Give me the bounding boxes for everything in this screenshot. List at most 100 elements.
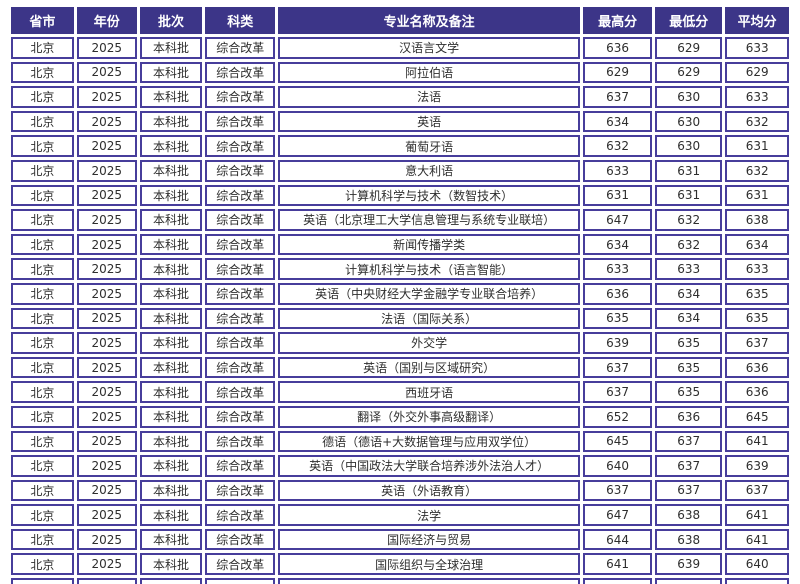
cell-major: 法学: [278, 504, 581, 526]
cell-category: 综合改革: [205, 553, 276, 576]
cell-avg-score: 645: [725, 405, 789, 428]
cell-batch: 本科批: [139, 430, 203, 453]
cell-province: 北京: [11, 86, 74, 108]
cell-min-score: 631: [655, 184, 723, 207]
cell-year: 2025: [76, 61, 137, 84]
cell-avg-score: 641: [725, 528, 789, 551]
cell-category: 综合改革: [205, 282, 276, 305]
partial-cell: [725, 578, 789, 584]
column-header-major: 专业名称及备注: [278, 7, 581, 34]
cell-year: 2025: [76, 135, 137, 157]
cell-avg-score: 629: [725, 61, 789, 84]
cell-max-score: 636: [583, 282, 653, 305]
cell-province: 北京: [11, 356, 74, 379]
cell-province: 北京: [11, 184, 74, 207]
cell-category: 综合改革: [205, 479, 276, 502]
cell-province: 北京: [11, 135, 74, 157]
cell-category: 综合改革: [205, 307, 276, 330]
table-row: 北京 2025 本科批 综合改革 法语 637 630 633: [11, 86, 789, 108]
cell-category: 综合改革: [205, 159, 276, 182]
table-row: 北京 2025 本科批 综合改革 计算机科学与技术（语言智能） 633 633 …: [11, 258, 789, 280]
cell-year: 2025: [76, 332, 137, 354]
table-row: 北京 2025 本科批 综合改革 阿拉伯语 629 629 629: [11, 61, 789, 84]
admission-score-table: 省市 年份 批次 科类 专业名称及备注 最高分 最低分 平均分 北京 2025 …: [8, 4, 792, 584]
cell-avg-score: 633: [725, 86, 789, 108]
cell-year: 2025: [76, 110, 137, 133]
cell-avg-score: 636: [725, 356, 789, 379]
cell-category: 综合改革: [205, 455, 276, 477]
column-header-batch: 批次: [139, 7, 203, 34]
cell-category: 综合改革: [205, 356, 276, 379]
cell-major: 国际组织与全球治理: [278, 553, 581, 576]
table-row: 北京 2025 本科批 综合改革 英语（北京理工大学信息管理与系统专业联培） 6…: [11, 209, 789, 231]
cell-batch: 本科批: [139, 61, 203, 84]
cell-avg-score: 636: [725, 381, 789, 403]
cell-province: 北京: [11, 553, 74, 576]
cell-major: 汉语言文学: [278, 37, 581, 59]
cell-min-score: 633: [655, 258, 723, 280]
cell-major: 英语（中国政法大学联合培养涉外法治人才）: [278, 455, 581, 477]
cell-province: 北京: [11, 258, 74, 280]
table-row: 北京 2025 本科批 综合改革 西班牙语 637 635 636: [11, 381, 789, 403]
cell-year: 2025: [76, 430, 137, 453]
cell-min-score: 630: [655, 135, 723, 157]
cell-max-score: 636: [583, 37, 653, 59]
cell-batch: 本科批: [139, 282, 203, 305]
table-row: 北京 2025 本科批 综合改革 国际组织与全球治理 641 639 640: [11, 553, 789, 576]
cell-max-score: 635: [583, 307, 653, 330]
partial-cell: [205, 578, 276, 584]
cell-year: 2025: [76, 86, 137, 108]
cell-min-score: 635: [655, 332, 723, 354]
cell-avg-score: 635: [725, 307, 789, 330]
cell-category: 综合改革: [205, 135, 276, 157]
column-header-year: 年份: [76, 7, 137, 34]
cell-max-score: 652: [583, 405, 653, 428]
cell-province: 北京: [11, 37, 74, 59]
cell-province: 北京: [11, 381, 74, 403]
cell-batch: 本科批: [139, 184, 203, 207]
cell-avg-score: 637: [725, 479, 789, 502]
cell-max-score: 639: [583, 332, 653, 354]
cell-batch: 本科批: [139, 209, 203, 231]
table-row: 北京 2025 本科批 综合改革 翻译（外交外事高级翻译） 652 636 64…: [11, 405, 789, 428]
cell-major: 英语（北京理工大学信息管理与系统专业联培）: [278, 209, 581, 231]
cell-category: 综合改革: [205, 61, 276, 84]
cell-avg-score: 635: [725, 282, 789, 305]
table-row: 北京 2025 本科批 综合改革 葡萄牙语 632 630 631: [11, 135, 789, 157]
table-row: 北京 2025 本科批 综合改革 法语（国际关系） 635 634 635: [11, 307, 789, 330]
table-row: 北京 2025 本科批 综合改革 国际经济与贸易 644 638 641: [11, 528, 789, 551]
cell-major: 英语（国别与区域研究）: [278, 356, 581, 379]
cell-province: 北京: [11, 504, 74, 526]
cell-avg-score: 634: [725, 233, 789, 256]
cell-province: 北京: [11, 430, 74, 453]
header-row: 省市 年份 批次 科类 专业名称及备注 最高分 最低分 平均分: [11, 7, 789, 34]
table-row: 北京 2025 本科批 综合改革 汉语言文学 636 629 633: [11, 37, 789, 59]
cell-batch: 本科批: [139, 135, 203, 157]
cell-batch: 本科批: [139, 479, 203, 502]
cell-year: 2025: [76, 307, 137, 330]
cell-major: 新闻传播学类: [278, 233, 581, 256]
cell-max-score: 644: [583, 528, 653, 551]
cell-min-score: 637: [655, 479, 723, 502]
table-row: 北京 2025 本科批 综合改革 英语（国别与区域研究） 637 635 636: [11, 356, 789, 379]
cell-avg-score: 640: [725, 553, 789, 576]
cell-min-score: 630: [655, 86, 723, 108]
cell-year: 2025: [76, 159, 137, 182]
cell-avg-score: 639: [725, 455, 789, 477]
column-header-province: 省市: [11, 7, 74, 34]
cell-major: 计算机科学与技术（数智技术）: [278, 184, 581, 207]
cell-major: 英语（外语教育）: [278, 479, 581, 502]
cell-batch: 本科批: [139, 86, 203, 108]
cell-avg-score: 633: [725, 258, 789, 280]
cell-batch: 本科批: [139, 504, 203, 526]
table-row: 北京 2025 本科批 综合改革 英语（外语教育） 637 637 637: [11, 479, 789, 502]
cell-province: 北京: [11, 233, 74, 256]
cell-batch: 本科批: [139, 233, 203, 256]
cell-province: 北京: [11, 455, 74, 477]
cell-year: 2025: [76, 455, 137, 477]
cell-year: 2025: [76, 528, 137, 551]
column-header-category: 科类: [205, 7, 276, 34]
partial-cell: [76, 578, 137, 584]
cell-max-score: 641: [583, 553, 653, 576]
cell-year: 2025: [76, 405, 137, 428]
